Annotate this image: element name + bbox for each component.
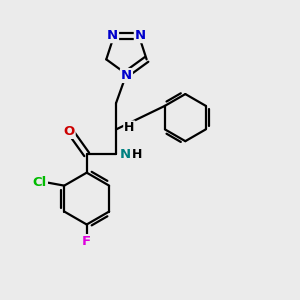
Text: Cl: Cl [33,176,47,189]
Text: F: F [82,235,91,248]
Text: O: O [63,125,75,138]
Text: N: N [121,69,132,82]
Text: N: N [135,29,146,42]
Text: N: N [119,148,130,161]
Text: N: N [107,29,118,42]
Text: H: H [132,148,142,161]
Text: H: H [124,122,135,134]
